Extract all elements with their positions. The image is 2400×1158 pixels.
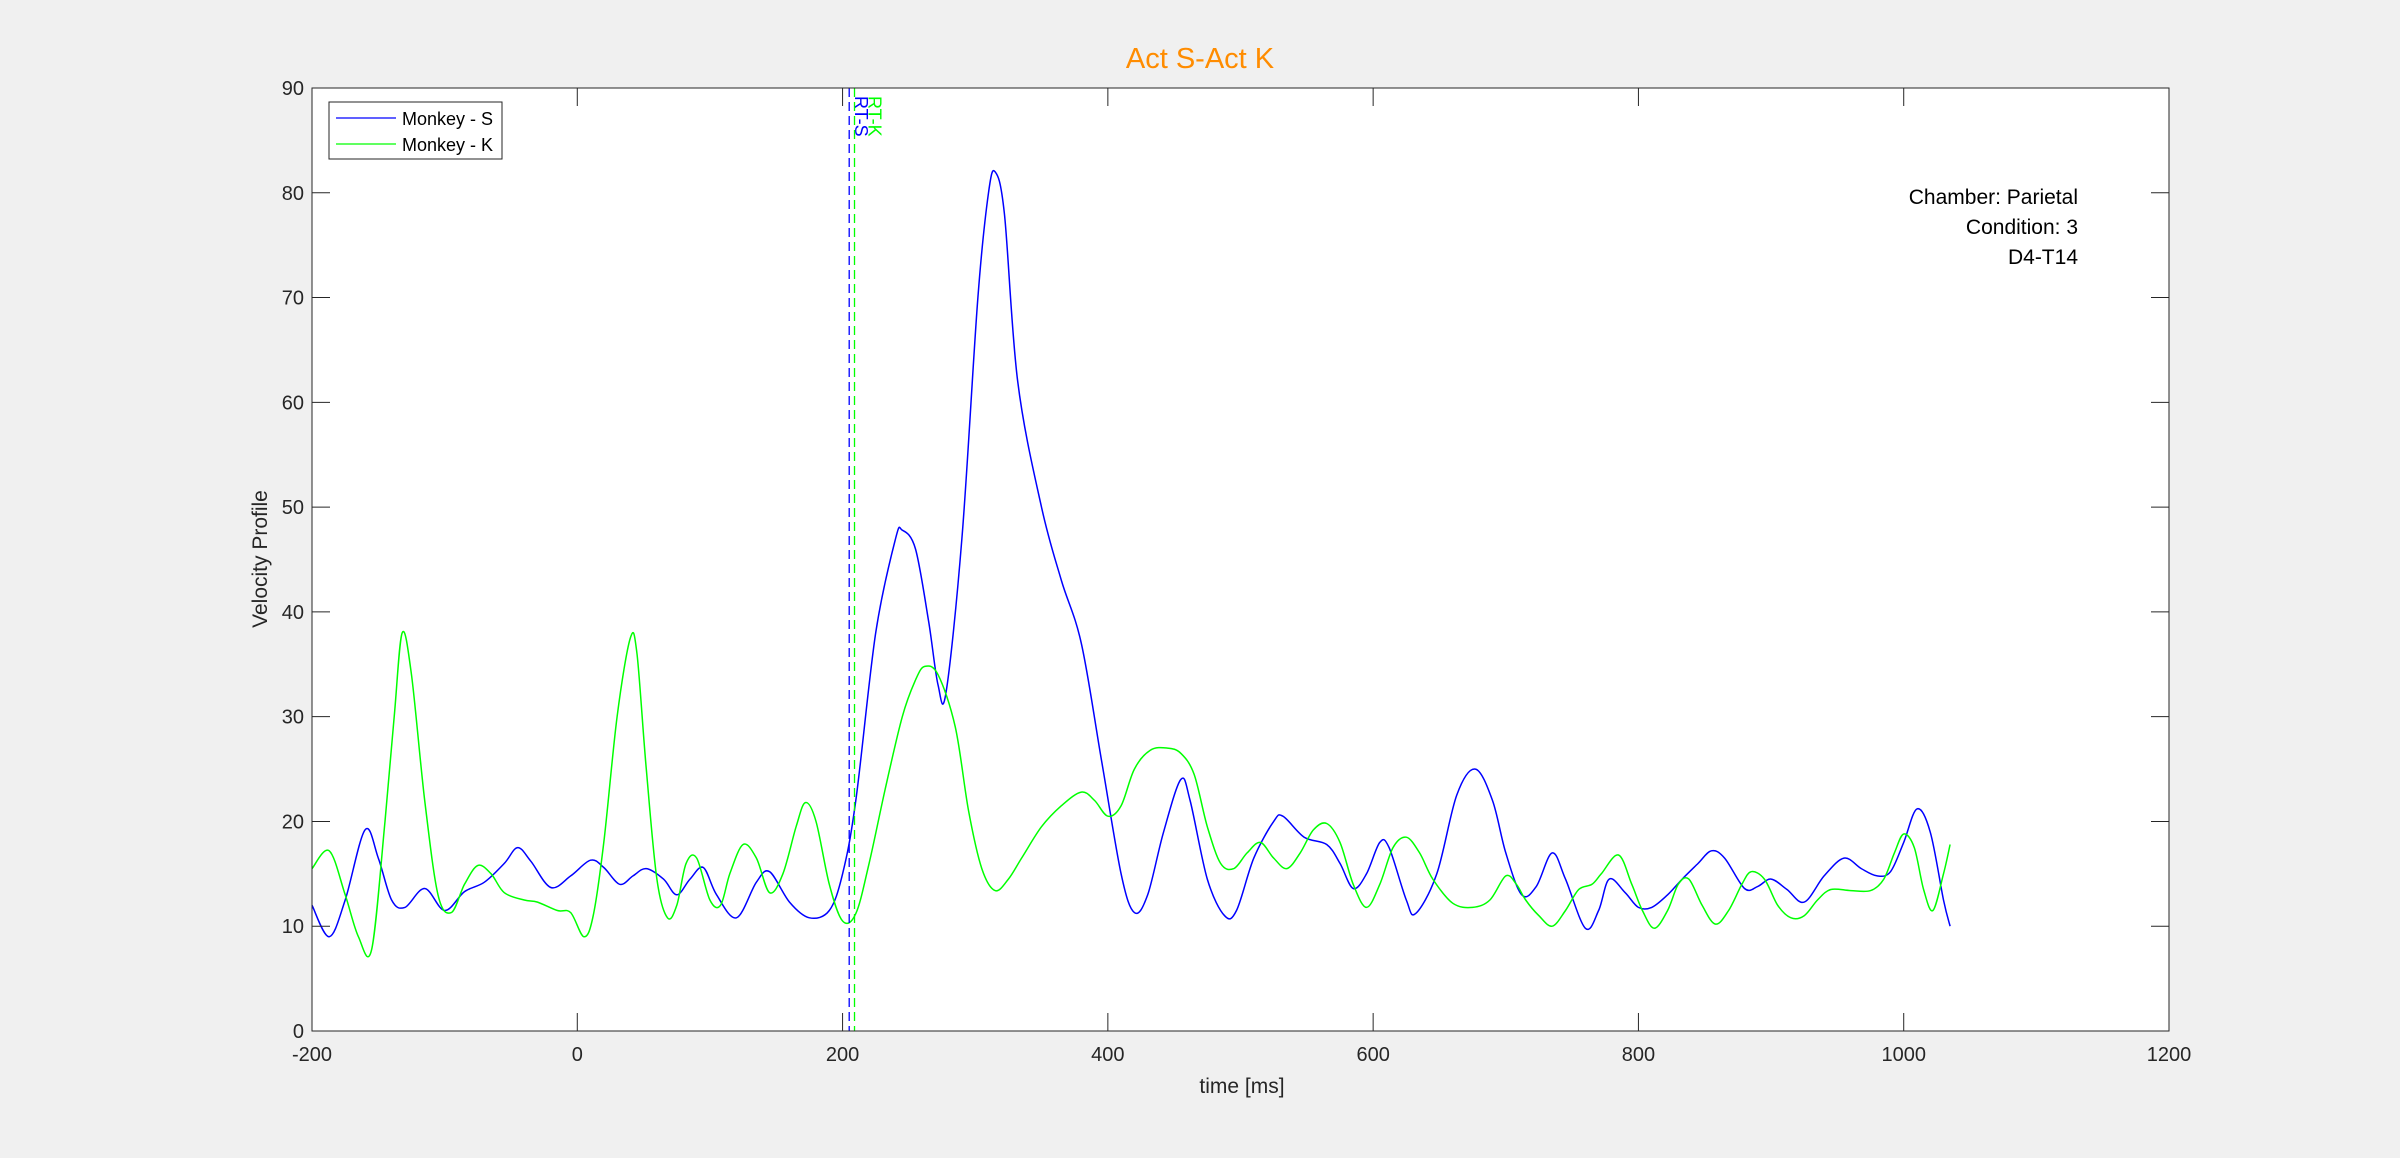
annotation-condition: Condition: 3	[1966, 216, 2078, 239]
x-tick-label: 400	[1091, 1044, 1124, 1066]
legend-box	[328, 101, 503, 160]
plot-area	[312, 88, 2169, 1031]
reference-lines: RT-SRT-K	[848, 88, 885, 1031]
y-tick-label: 40	[282, 602, 304, 624]
x-tick-label: 0	[572, 1044, 583, 1066]
series-layer	[311, 169, 1951, 958]
y-tick-label: 10	[282, 916, 304, 938]
x-tick-label: 1000	[1881, 1044, 1926, 1066]
y-tick-label: 50	[282, 497, 304, 519]
x-tick-label: 200	[826, 1044, 859, 1066]
y-tick-label: 0	[293, 1021, 304, 1043]
series-line-monkey-k	[311, 630, 1951, 958]
y-tick-label: 70	[282, 288, 304, 310]
axes-box	[311, 87, 2170, 1032]
x-tick-label: 600	[1356, 1044, 1389, 1066]
y-tick-label: 20	[282, 811, 304, 833]
axis-ticks: -200 0 200 400 600 800 1000 1200010203040506070…	[282, 78, 2192, 1066]
x-tick-label: -200	[292, 1044, 332, 1066]
y-tick-label: 80	[282, 183, 304, 205]
annotation-box: Chamber: Parietal Condition: 3 D4-T14	[1909, 186, 2079, 269]
reference-label-rt-s: RT-S	[851, 96, 871, 137]
y-axis-label: Velocity Profile	[249, 490, 272, 628]
y-tick-label: 90	[282, 78, 304, 100]
x-tick-label: 1200	[2147, 1044, 2192, 1066]
reference-label-rt-k: RT-K	[865, 96, 885, 137]
chart-title: Act S-Act K	[1126, 43, 1275, 75]
legend-label-s: Monkey - S	[402, 109, 493, 129]
x-tick-label: 800	[1622, 1044, 1655, 1066]
annotation-session: D4-T14	[2008, 246, 2078, 269]
y-tick-label: 60	[282, 392, 304, 414]
y-tick-label: 30	[282, 707, 304, 729]
legend-label-k: Monkey - K	[402, 135, 493, 155]
x-axis-label: time [ms]	[1199, 1075, 1284, 1098]
annotation-chamber: Chamber: Parietal	[1909, 186, 2078, 209]
legend: Monkey - S Monkey - K	[328, 101, 503, 160]
